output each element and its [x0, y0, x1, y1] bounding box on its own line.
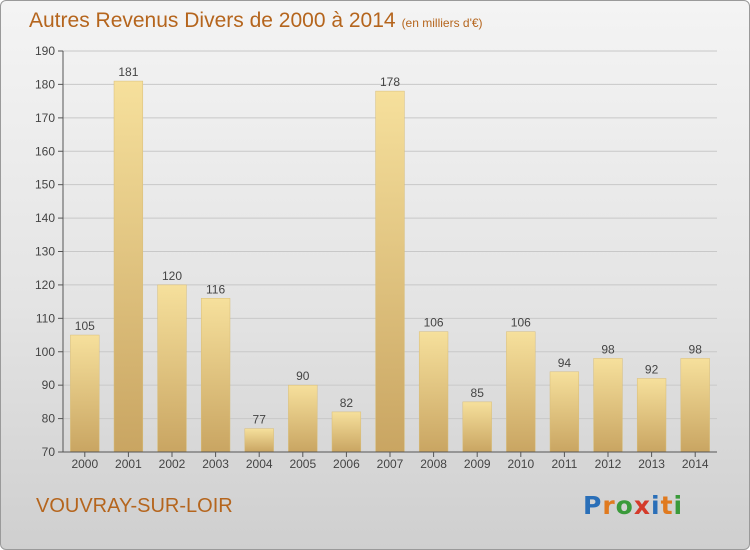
bar-value-label: 90: [296, 369, 310, 383]
bar: [70, 334, 100, 453]
logo-letter: P: [583, 491, 603, 520]
logo-letter: x: [633, 491, 651, 520]
y-tick-label: 70: [42, 445, 56, 459]
bar-value-label: 120: [162, 269, 182, 283]
bar-value-label: 85: [471, 386, 485, 400]
proxiti-logo: Proxiti: [583, 491, 683, 520]
bar-value-label: 92: [645, 362, 659, 376]
y-tick-label: 90: [42, 378, 56, 392]
bar-value-label: 106: [424, 316, 444, 330]
bar: [462, 401, 492, 453]
logo-letter: o: [615, 491, 634, 520]
bar: [375, 90, 405, 453]
y-tick-label: 180: [35, 77, 55, 91]
x-tick-label: 2002: [159, 457, 186, 471]
y-tick-label: 110: [36, 311, 55, 325]
logo-letter: i: [673, 491, 684, 520]
town-name: VOUVRAY-SUR-LOIR: [36, 495, 233, 517]
bar: [288, 384, 318, 453]
x-tick-label: 2014: [682, 457, 709, 471]
y-tick-label: 80: [42, 412, 56, 426]
x-tick-label: 2003: [202, 457, 229, 471]
bar-value-label: 106: [511, 316, 531, 330]
bar: [244, 428, 274, 453]
bar-value-label: 178: [380, 75, 400, 89]
x-tick-label: 2007: [377, 457, 404, 471]
x-tick-label: 2006: [333, 457, 360, 471]
y-tick-label: 100: [35, 345, 55, 359]
y-axis: 70 80 90 100 110 120 130 140 150 160 170 180 190: [35, 44, 64, 459]
bar: [506, 331, 536, 453]
bar: [636, 378, 667, 453]
logo-letter: r: [602, 491, 616, 520]
bar: [331, 411, 362, 453]
x-tick-label: 2004: [246, 457, 273, 471]
unit-label: (en milliers d'€): [401, 16, 483, 30]
bar-value-label: 181: [118, 65, 138, 79]
x-tick-label: 2013: [638, 457, 665, 471]
bar-value-label: 98: [689, 342, 703, 356]
y-tick-label: 150: [35, 178, 55, 192]
x-tick-label: 2000: [71, 457, 98, 471]
x-tick-label: 2009: [464, 457, 491, 471]
bar-value-label: 105: [75, 319, 95, 333]
bar: [680, 358, 710, 453]
title-text: Autres Revenus Divers de 2000 à 2014: [29, 9, 396, 32]
x-tick-label: 2008: [420, 457, 447, 471]
bar-value-label: 116: [206, 282, 225, 296]
x-tick-label: 2011: [551, 457, 577, 471]
x-tick-label: 2010: [507, 457, 534, 471]
y-tick-label: 140: [35, 211, 55, 225]
bar: [157, 284, 187, 453]
logo-letter: t: [660, 491, 674, 520]
bars: 105 181 120 116 77 90 82 178 106 85 106 94 98 92 98: [70, 65, 710, 453]
y-tick-label: 120: [35, 278, 55, 292]
bar-value-label: 82: [340, 396, 354, 410]
bar: [200, 298, 231, 453]
bar: [549, 371, 580, 453]
chart-title: Autres Revenus Divers de 2000 à 2014 (en …: [29, 9, 483, 33]
x-axis: 2000 2001 2002 2003 2004 2005 2006 2007 2008 2009…: [63, 451, 717, 471]
bar-value-label: 77: [253, 413, 267, 427]
bar-value-label: 98: [601, 342, 615, 356]
y-tick-label: 130: [35, 245, 55, 259]
x-tick-label: 2001: [115, 457, 142, 471]
logo-letter: i: [651, 491, 661, 520]
bar: [113, 80, 144, 453]
bar: [418, 331, 449, 453]
y-tick-label: 190: [35, 44, 55, 58]
bar: [593, 358, 623, 453]
x-tick-label: 2005: [289, 457, 316, 471]
bar-value-label: 94: [558, 356, 572, 370]
y-tick-label: 170: [35, 111, 55, 125]
x-tick-label: 2012: [595, 457, 622, 471]
y-tick-label: 160: [35, 144, 55, 158]
